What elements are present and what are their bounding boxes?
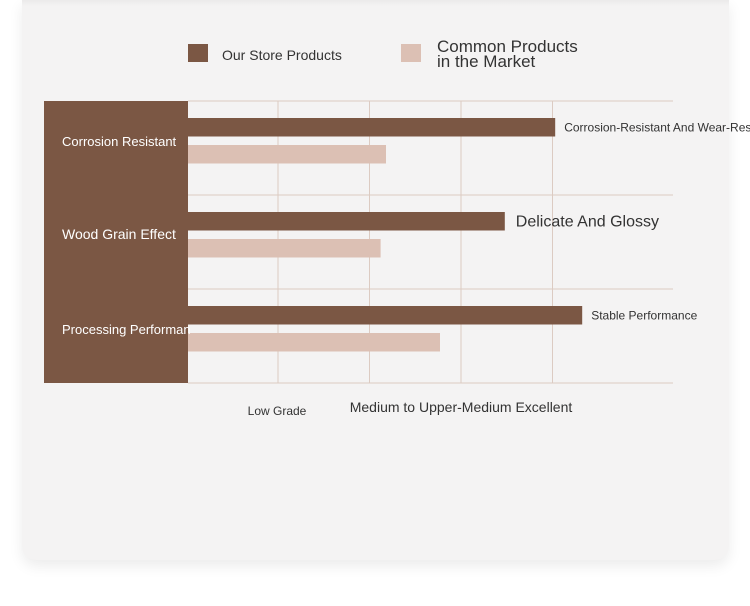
card-top-shadow [22,0,729,6]
bar-store [188,118,556,137]
bar-data-label: Stable Performance [591,308,697,322]
bar-store [188,212,505,231]
bar-data-label: Delicate And Glossy [516,213,659,230]
bar-data-label: Corrosion-Resistant And Wear-Resistant [564,120,750,134]
legend-label-market-line2: in the Market [437,52,536,71]
bars [188,118,583,352]
category-labels: Corrosion Resistant Wood Grain Effect Proc… [62,134,191,337]
bar-market [188,333,440,352]
bar-market [188,145,386,164]
category-label: Processing Performan [62,322,191,337]
data-labels: Corrosion-Resistant And Wear-Resistant De… [516,120,750,322]
x-tick-label: Medium to Upper-Medium Excellent [350,399,573,415]
x-tick-label: Low Grade [248,404,307,418]
bar-market [188,239,381,258]
category-label: Wood Grain Effect [62,226,176,242]
legend-label-market-line1: Common Products [437,37,578,56]
x-tick-labels: Low Grade Medium to Upper-Medium Excellen… [248,399,573,418]
bar-store [188,306,583,325]
legend: Our Store Products Common Products in th… [188,37,578,71]
legend-swatch-store [188,44,208,62]
legend-swatch-market [401,44,421,62]
category-label: Corrosion Resistant [62,134,177,149]
category-panel [44,101,188,383]
legend-label-store: Our Store Products [222,47,342,63]
